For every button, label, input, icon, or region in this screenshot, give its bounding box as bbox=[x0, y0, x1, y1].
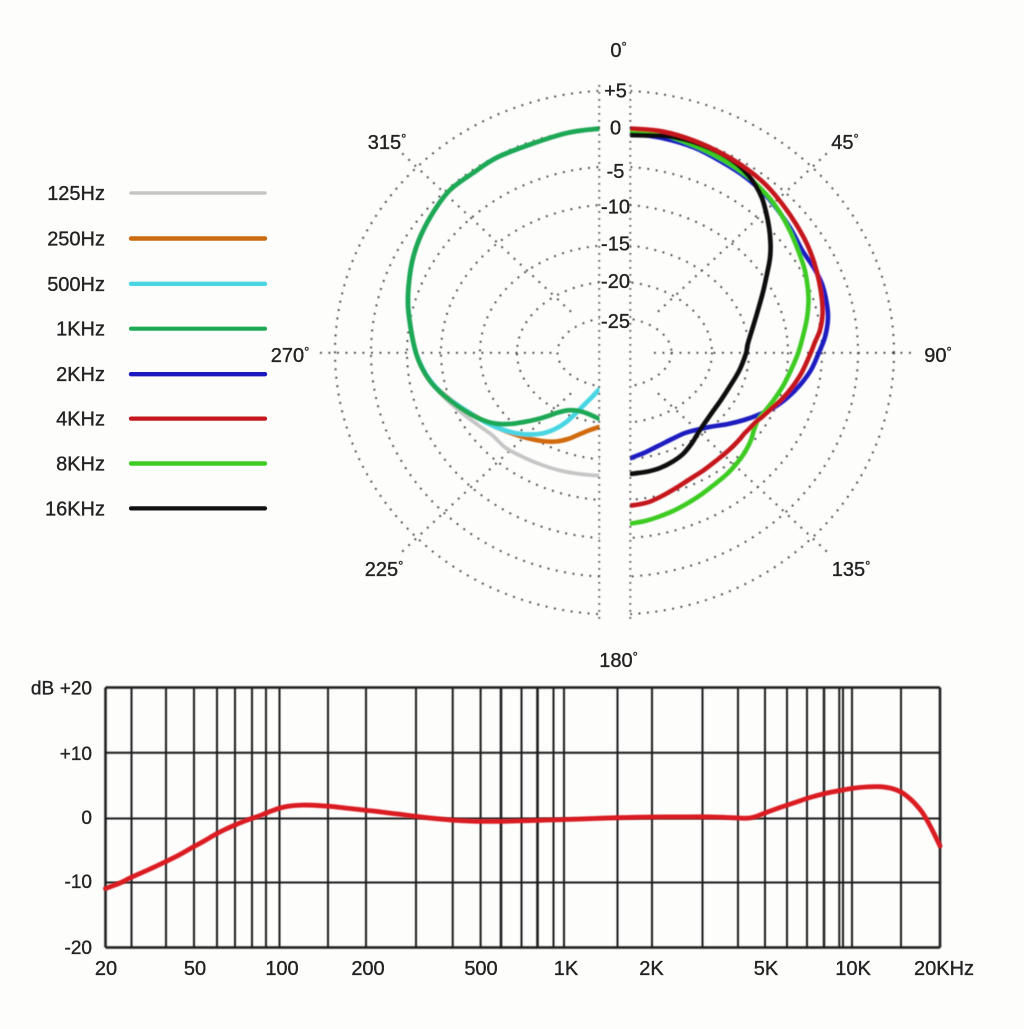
svg-text:4KHz: 4KHz bbox=[56, 409, 105, 431]
svg-text:45°: 45° bbox=[831, 131, 858, 154]
svg-text:90°: 90° bbox=[924, 344, 951, 367]
svg-text:8KHz: 8KHz bbox=[56, 454, 105, 476]
svg-text:-10: -10 bbox=[601, 197, 630, 219]
svg-text:16KHz: 16KHz bbox=[45, 498, 105, 520]
svg-text:270°: 270° bbox=[271, 344, 310, 367]
svg-text:-20: -20 bbox=[601, 271, 630, 293]
svg-text:dB: dB bbox=[31, 679, 54, 700]
svg-text:1KHz: 1KHz bbox=[56, 319, 105, 341]
svg-text:-25: -25 bbox=[601, 311, 630, 333]
svg-text:315°: 315° bbox=[368, 131, 407, 154]
svg-text:125Hz: 125Hz bbox=[47, 183, 105, 205]
svg-text:-15: -15 bbox=[601, 233, 630, 255]
svg-text:5K: 5K bbox=[754, 958, 779, 980]
svg-text:100: 100 bbox=[265, 958, 298, 980]
svg-text:10K: 10K bbox=[835, 958, 871, 980]
svg-text:20: 20 bbox=[95, 958, 117, 980]
svg-text:50: 50 bbox=[184, 958, 206, 980]
svg-text:20KHz: 20KHz bbox=[914, 958, 974, 980]
svg-text:0: 0 bbox=[81, 808, 92, 829]
svg-text:500Hz: 500Hz bbox=[47, 274, 105, 296]
svg-text:225°: 225° bbox=[365, 558, 404, 581]
svg-text:+5: +5 bbox=[604, 81, 627, 103]
svg-text:500: 500 bbox=[464, 958, 497, 980]
svg-text:250Hz: 250Hz bbox=[47, 229, 105, 251]
svg-text:0: 0 bbox=[610, 118, 621, 140]
svg-text:-20: -20 bbox=[65, 938, 92, 959]
svg-text:2K: 2K bbox=[639, 958, 664, 980]
svg-text:-10: -10 bbox=[65, 872, 92, 893]
svg-text:180°: 180° bbox=[599, 649, 638, 672]
svg-text:200: 200 bbox=[351, 958, 384, 980]
svg-text:1K: 1K bbox=[554, 958, 579, 980]
svg-text:+20: +20 bbox=[60, 679, 92, 700]
svg-text:2KHz: 2KHz bbox=[56, 364, 105, 386]
svg-text:+10: +10 bbox=[60, 744, 92, 765]
svg-text:135°: 135° bbox=[832, 558, 871, 581]
svg-text:-5: -5 bbox=[607, 161, 625, 183]
